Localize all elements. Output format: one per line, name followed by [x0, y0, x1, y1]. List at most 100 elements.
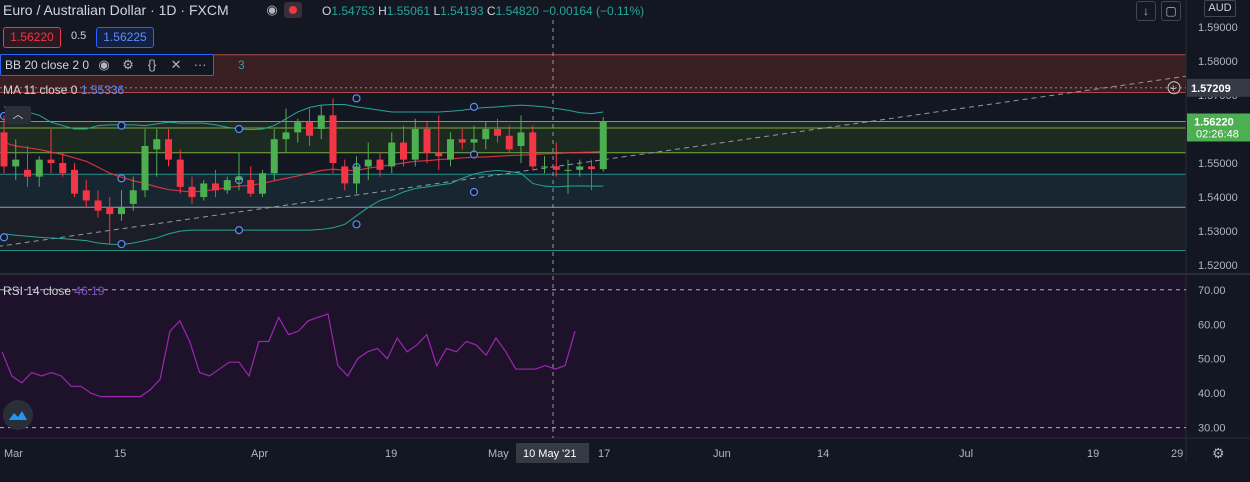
- currency-label[interactable]: AUD: [1204, 0, 1236, 17]
- candle-body: [411, 128, 419, 160]
- time-tick-label: 19: [1087, 448, 1099, 460]
- candle-body: [259, 173, 266, 194]
- candle-body: [588, 166, 595, 170]
- zone-green: [0, 121, 1186, 153]
- candle-body: [235, 176, 243, 181]
- zone-grey: [0, 207, 1186, 251]
- candle-body: [552, 166, 560, 170]
- bb-anchor-point: [469, 102, 479, 111]
- fullscreen-icon[interactable]: ▢: [1161, 1, 1181, 21]
- add-circle-icon: [1167, 81, 1181, 95]
- close-icon[interactable]: ✕: [170, 57, 182, 72]
- bb-anchor-point: [352, 94, 361, 103]
- chevron-up-icon[interactable]: ︿: [5, 106, 31, 124]
- buy-button[interactable]: 1.56225: [96, 27, 154, 48]
- candle-body: [353, 166, 360, 184]
- candle-body: [282, 132, 290, 140]
- bb-anchor-point: [234, 124, 244, 134]
- candle-body: [423, 128, 431, 153]
- bb-indicator-label: BB 20 close 2 0: [5, 58, 90, 72]
- candle-body: [400, 142, 407, 160]
- last-price-label: 1.56220: [1194, 116, 1234, 128]
- download-arrow-icon[interactable]: ↓: [1136, 1, 1156, 21]
- candle-body: [24, 169, 31, 177]
- gear-icon[interactable]: ⚙: [122, 57, 134, 72]
- bb-upper-line: [3, 103, 604, 131]
- bb-lower-line: [3, 170, 604, 246]
- candle-body: [482, 128, 490, 140]
- bb-anchor-point: [117, 239, 126, 249]
- rsi-background: [0, 276, 1186, 438]
- sell-button[interactable]: 1.56220: [3, 27, 61, 48]
- eye-icon[interactable]: ◉: [98, 57, 110, 72]
- time-tick-label: 15: [114, 448, 126, 460]
- bb-anchor-point: [469, 187, 479, 197]
- price-tick-label: 1.52000: [1198, 260, 1238, 272]
- time-tick-label: 14: [817, 448, 829, 460]
- rsi-tick-label: 30.00: [1198, 423, 1226, 435]
- rsi-pane: [0, 289, 1186, 429]
- candle-body: [435, 152, 443, 157]
- candle-body: [317, 115, 325, 129]
- candle-body: [470, 139, 478, 143]
- candle-body: [517, 132, 525, 146]
- bb-anchor-point: [234, 226, 244, 235]
- ma-indicator-legend[interactable]: MA 11 close 0 1.55336: [3, 83, 124, 97]
- crosshair-price-tag: [1187, 78, 1250, 97]
- bb-anchor-point: [0, 233, 9, 242]
- time-tick-label: May: [488, 448, 509, 460]
- rsi-tick-label: 60.00: [1198, 319, 1226, 331]
- candle-body: [106, 207, 114, 215]
- ma-indicator-label: MA 11 close 0: [3, 83, 78, 97]
- bb-indicator-value: 3: [238, 58, 245, 72]
- candle-body: [294, 122, 302, 133]
- gear-icon[interactable]: ⚙: [1212, 445, 1225, 461]
- ohlc-readout: O1.54753 H1.55061 L1.54193 C1.54820 −0.0…: [322, 4, 645, 18]
- candle-body: [141, 146, 149, 191]
- last-price-tag: [1187, 113, 1250, 142]
- candle-body: [388, 142, 396, 167]
- rsi-tick-label: 70.00: [1198, 285, 1226, 297]
- ma-indicator-value: 1.55336: [80, 83, 125, 97]
- price-tick-label: 1.54000: [1198, 192, 1238, 204]
- candle-body: [270, 139, 278, 174]
- bb-indicator-legend[interactable]: BB 20 close 2 0 ◉ ⚙ {} ✕ ···: [0, 54, 215, 76]
- candle-body: [564, 169, 572, 171]
- candle-body: [200, 183, 208, 198]
- time-tick-label: 19: [385, 448, 397, 460]
- candle-body: [165, 139, 172, 160]
- add-circle-plus: +: [1170, 83, 1176, 95]
- bb-anchor-point: [352, 220, 361, 229]
- bb-anchor-point: [117, 121, 126, 130]
- candle-body: [0, 132, 8, 167]
- candle-body: [82, 190, 90, 201]
- crosshair-time-tag: [516, 443, 589, 463]
- time-tick-label: Jun: [713, 448, 731, 460]
- spread-value: 0.5: [71, 30, 87, 42]
- more-icon[interactable]: ···: [193, 57, 207, 72]
- candle-body: [458, 139, 466, 143]
- tradingview-logo-icon[interactable]: [3, 400, 33, 430]
- rsi-tick-label: 50.00: [1198, 354, 1226, 366]
- eye-icon[interactable]: ◉: [266, 2, 278, 17]
- candle-body: [35, 159, 43, 177]
- trend-line[interactable]: [0, 75, 1187, 247]
- rsi-indicator-legend[interactable]: RSI 14 close 46.19: [3, 284, 104, 298]
- candle-body: [541, 166, 548, 168]
- candle-body: [599, 121, 607, 170]
- rsi-line: [1, 313, 576, 398]
- trend-line-segment: [0, 75, 1187, 247]
- candle-body: [306, 122, 313, 136]
- candle-body: [71, 169, 78, 194]
- braces-icon[interactable]: {}: [147, 57, 157, 72]
- more-icon[interactable]: [284, 2, 302, 18]
- price-tick-label: 1.53000: [1198, 226, 1238, 238]
- price-tick-label: 1.58000: [1198, 56, 1238, 68]
- candle-body: [118, 207, 125, 215]
- time-tick-label: Apr: [251, 448, 268, 460]
- candle-body: [59, 163, 67, 174]
- candle-body: [341, 166, 349, 184]
- chart-title: Euro / Australian Dollar · 1D · FXCM: [3, 2, 229, 18]
- candle-body: [223, 180, 231, 191]
